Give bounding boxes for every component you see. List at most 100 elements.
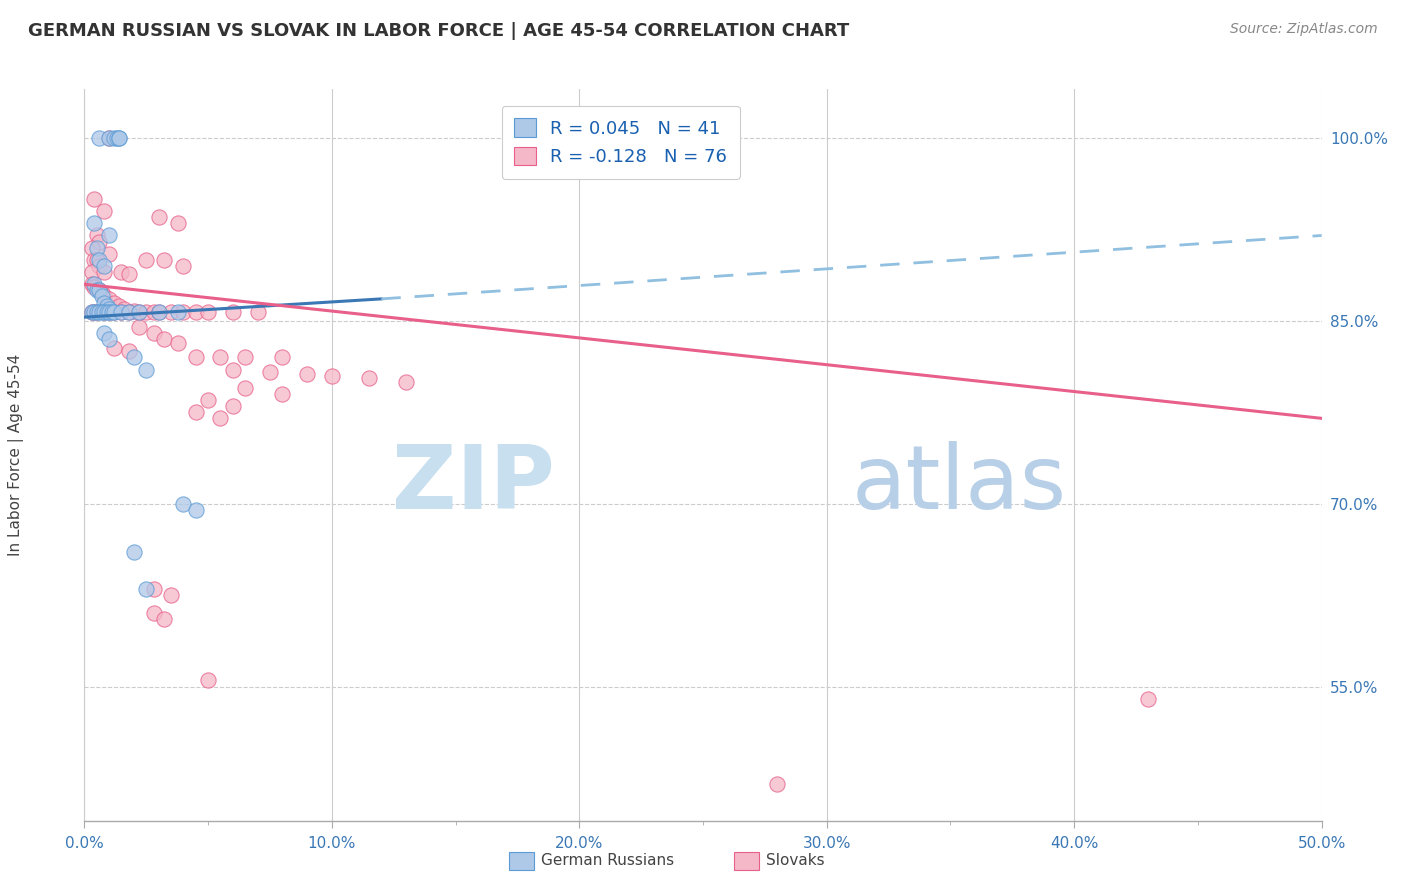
Point bbox=[197, 393, 219, 408]
FancyBboxPatch shape bbox=[509, 852, 534, 870]
Point bbox=[110, 305, 132, 319]
Point bbox=[93, 305, 115, 319]
Point bbox=[118, 344, 141, 359]
Point bbox=[89, 305, 111, 319]
Point bbox=[167, 335, 190, 350]
Point bbox=[148, 211, 170, 225]
Point bbox=[160, 588, 183, 602]
Point bbox=[142, 305, 165, 319]
Point bbox=[184, 305, 207, 319]
Point bbox=[89, 235, 111, 249]
Point bbox=[122, 351, 145, 365]
Point bbox=[128, 305, 150, 319]
Point bbox=[160, 305, 183, 319]
Point bbox=[80, 241, 103, 255]
Point bbox=[86, 241, 108, 255]
Point bbox=[89, 284, 111, 298]
Point bbox=[98, 131, 121, 145]
Point bbox=[96, 305, 118, 319]
Point bbox=[233, 381, 256, 395]
Point bbox=[172, 497, 194, 511]
Point bbox=[152, 332, 174, 346]
Point bbox=[184, 351, 207, 365]
Point bbox=[271, 351, 294, 365]
Point bbox=[209, 411, 232, 425]
Point bbox=[89, 131, 111, 145]
Point bbox=[197, 305, 219, 319]
Point bbox=[93, 305, 115, 319]
Point bbox=[128, 305, 150, 319]
Point bbox=[295, 368, 318, 382]
Point bbox=[86, 252, 108, 267]
Point bbox=[357, 371, 380, 385]
Point bbox=[98, 305, 121, 319]
Point bbox=[80, 305, 103, 319]
Point bbox=[135, 305, 157, 319]
Point bbox=[172, 259, 194, 273]
Point bbox=[98, 301, 121, 316]
Point bbox=[222, 362, 245, 376]
Point bbox=[93, 265, 115, 279]
Point bbox=[108, 131, 131, 145]
Point bbox=[766, 777, 789, 791]
Point bbox=[103, 131, 125, 145]
Point bbox=[86, 305, 108, 319]
Point bbox=[103, 295, 125, 310]
Point bbox=[103, 305, 125, 319]
Point bbox=[1137, 691, 1160, 706]
Point bbox=[83, 216, 105, 230]
Point bbox=[233, 351, 256, 365]
Point bbox=[128, 320, 150, 334]
Point bbox=[112, 301, 135, 316]
Point bbox=[98, 247, 121, 261]
Point bbox=[167, 305, 190, 319]
Point bbox=[90, 285, 112, 300]
Point bbox=[135, 362, 157, 376]
Point bbox=[142, 582, 165, 596]
Text: Source: ZipAtlas.com: Source: ZipAtlas.com bbox=[1230, 22, 1378, 37]
Point bbox=[148, 305, 170, 319]
Point bbox=[222, 399, 245, 413]
Point bbox=[83, 305, 105, 319]
Text: ZIP: ZIP bbox=[392, 441, 554, 528]
Point bbox=[86, 228, 108, 243]
Point bbox=[395, 375, 418, 389]
Point bbox=[184, 405, 207, 419]
Point bbox=[93, 326, 115, 340]
Text: Slovaks: Slovaks bbox=[766, 854, 825, 868]
Point bbox=[83, 192, 105, 206]
Point bbox=[108, 131, 131, 145]
Point bbox=[222, 305, 245, 319]
Point bbox=[80, 265, 103, 279]
Point bbox=[89, 252, 111, 267]
Point bbox=[83, 277, 105, 292]
Point bbox=[172, 305, 194, 319]
Point bbox=[271, 387, 294, 401]
Point bbox=[259, 365, 281, 379]
Point bbox=[93, 289, 115, 303]
Point bbox=[118, 305, 141, 319]
Point bbox=[197, 673, 219, 688]
Point bbox=[118, 268, 141, 282]
Point bbox=[80, 277, 103, 292]
Point bbox=[135, 252, 157, 267]
Point bbox=[93, 259, 115, 273]
Point bbox=[98, 292, 121, 306]
Text: GERMAN RUSSIAN VS SLOVAK IN LABOR FORCE | AGE 45-54 CORRELATION CHART: GERMAN RUSSIAN VS SLOVAK IN LABOR FORCE … bbox=[28, 22, 849, 40]
Point bbox=[83, 279, 105, 293]
Point bbox=[98, 332, 121, 346]
Point bbox=[167, 216, 190, 230]
Point bbox=[122, 545, 145, 559]
Text: In Labor Force | Age 45-54: In Labor Force | Age 45-54 bbox=[8, 354, 24, 556]
Point bbox=[142, 607, 165, 621]
Point bbox=[110, 305, 132, 319]
Point bbox=[98, 131, 121, 145]
Point bbox=[103, 305, 125, 319]
Point bbox=[110, 265, 132, 279]
Text: German Russians: German Russians bbox=[541, 854, 675, 868]
Point bbox=[152, 252, 174, 267]
Point bbox=[184, 503, 207, 517]
Point bbox=[90, 305, 112, 319]
Point bbox=[246, 305, 269, 319]
Point bbox=[86, 305, 108, 319]
